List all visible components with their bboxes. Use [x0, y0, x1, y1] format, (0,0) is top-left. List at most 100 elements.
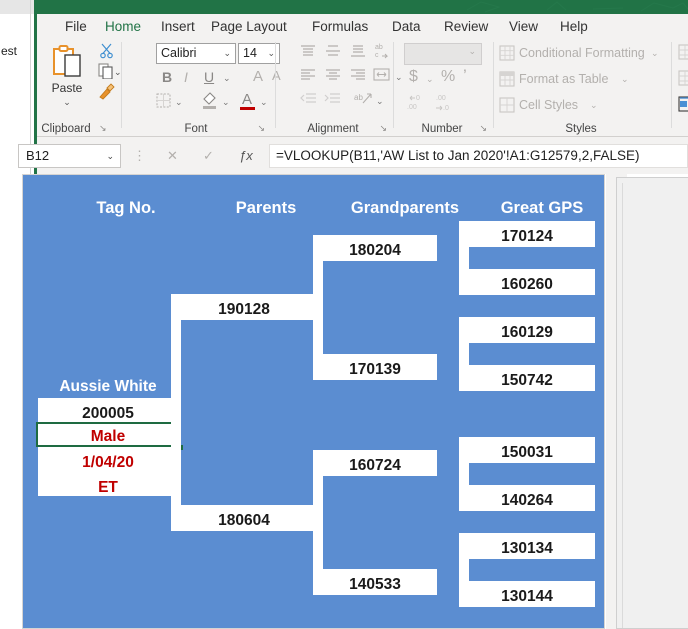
comma-button[interactable]: ’ [463, 66, 467, 85]
align-center-icon[interactable] [325, 68, 341, 82]
shrink-font-button[interactable]: A [272, 68, 281, 83]
insert-cells-icon[interactable] [678, 44, 688, 60]
grandparent-3-box[interactable] [313, 450, 437, 476]
merge-caret-icon[interactable]: ⌄ [395, 72, 403, 82]
conditional-formatting-label[interactable]: Conditional Formatting [519, 46, 645, 60]
great-grandparent-2-tag[interactable]: 160260 [501, 276, 553, 293]
great-grandparent-4-box[interactable] [459, 365, 595, 391]
tab-file[interactable]: File [65, 19, 87, 34]
grandparent-4-tag[interactable]: 140533 [349, 576, 401, 593]
subject-tag[interactable]: 200005 [82, 405, 134, 422]
great-grandparent-3-tag[interactable]: 160129 [501, 324, 553, 341]
borders-icon[interactable] [156, 93, 171, 108]
great-grandparent-7-box[interactable] [459, 533, 595, 559]
grow-font-button[interactable]: A [253, 68, 264, 85]
subject-sex[interactable]: Male [90, 428, 126, 445]
cell-styles-caret-icon[interactable]: ⌄ [590, 100, 598, 110]
decrease-indent-icon[interactable] [300, 92, 317, 106]
great-grandparent-6-box[interactable] [459, 485, 595, 511]
alignment-dialog-launcher[interactable]: ↘ [379, 123, 387, 133]
underline-caret-icon[interactable]: ⌄ [223, 73, 231, 83]
tab-data[interactable]: Data [392, 19, 421, 34]
great-grandparent-3-box[interactable] [459, 317, 595, 343]
align-right-icon[interactable] [350, 68, 366, 82]
number-format-caret-icon[interactable]: ⌄ [468, 46, 476, 56]
merge-and-center-icon[interactable] [373, 67, 390, 82]
grandparent-1-box[interactable] [313, 235, 437, 261]
great-grandparent-4-tag[interactable]: 150742 [501, 372, 553, 389]
wrap-text-icon[interactable]: ab [353, 90, 373, 108]
scissors-icon[interactable] [99, 43, 115, 59]
italic-button[interactable]: I [184, 69, 188, 85]
percent-button[interactable]: % [441, 68, 456, 85]
great-grandparent-8-box[interactable] [459, 581, 595, 607]
great-grandparent-7-tag[interactable]: 130134 [501, 540, 553, 557]
insert-function-icon[interactable]: ƒx [239, 148, 253, 163]
tab-review[interactable]: Review [444, 19, 489, 34]
subject-method-block[interactable] [38, 469, 178, 496]
font-dialog-launcher[interactable]: ↘ [257, 123, 265, 133]
clipboard-dialog-launcher[interactable]: ↘ [99, 123, 107, 133]
subject-date[interactable]: 1/04/20 [82, 454, 134, 471]
grandparent-3-tag[interactable]: 160724 [349, 457, 401, 474]
align-left-icon[interactable] [300, 68, 316, 82]
great-grandparent-1-tag[interactable]: 170124 [501, 228, 553, 245]
format-painter-icon[interactable] [98, 83, 115, 100]
font-color-caret-icon[interactable]: ⌄ [260, 97, 268, 107]
currency-caret-icon[interactable]: ⌄ [426, 74, 434, 84]
parent-1-tag[interactable]: 190128 [218, 301, 270, 318]
great-grandparent-5-box[interactable] [459, 437, 595, 463]
tab-view[interactable]: View [509, 19, 539, 34]
underline-button[interactable]: U [204, 69, 215, 85]
formula-input[interactable]: =VLOOKUP(B11,'AW List to Jan 2020'!A1:G1… [269, 144, 688, 168]
formula-bar-menu-icon[interactable]: ⋮ [133, 148, 146, 163]
font-size-caret-icon[interactable]: ⌄ [267, 48, 275, 58]
delete-cells-icon[interactable] [678, 70, 688, 86]
align-bottom-icon[interactable] [350, 44, 366, 58]
great-grandparent-2-box[interactable] [459, 269, 595, 295]
format-as-table-icon[interactable] [499, 71, 515, 87]
orientation-icon[interactable]: ab c [374, 42, 392, 59]
tab-page-layout[interactable]: Page Layout [211, 19, 287, 34]
align-middle-icon[interactable] [325, 44, 341, 58]
great-grandparent-1-box[interactable] [459, 221, 595, 247]
name-box-caret-icon[interactable]: ⌄ [106, 151, 114, 161]
paste-caret-icon[interactable]: ⌄ [63, 97, 71, 107]
tab-insert[interactable]: Insert [161, 19, 195, 34]
currency-button[interactable]: $ [409, 68, 418, 85]
parent-1-box[interactable] [171, 294, 317, 320]
tab-help[interactable]: Help [560, 19, 588, 34]
format-as-table-label[interactable]: Format as Table [519, 72, 609, 86]
tab-home[interactable]: Home [99, 17, 147, 39]
decrease-decimal-icon[interactable]: 0 .00 [406, 93, 432, 111]
font-name-input[interactable]: Calibri ⌄ [156, 43, 236, 64]
increase-decimal-icon[interactable]: .00 .0 [435, 93, 461, 111]
grandparent-2-box[interactable] [313, 354, 437, 380]
font-name-caret-icon[interactable]: ⌄ [223, 48, 231, 58]
grandparent-1-tag[interactable]: 180204 [349, 242, 401, 259]
bold-button[interactable]: B [162, 69, 173, 85]
great-grandparent-5-tag[interactable]: 150031 [501, 444, 553, 461]
wrap-text-caret-icon[interactable]: ⌄ [376, 96, 384, 106]
conditional-formatting-caret-icon[interactable]: ⌄ [651, 48, 659, 58]
font-color-button[interactable]: A [242, 91, 253, 108]
format-cells-icon[interactable] [678, 96, 688, 112]
font-size-input[interactable]: 14 ⌄ [238, 43, 280, 64]
cancel-formula-icon[interactable]: ✕ [167, 148, 178, 163]
number-format-select[interactable]: ⌄ [404, 43, 482, 65]
parent-2-tag[interactable]: 180604 [218, 512, 270, 529]
align-top-icon[interactable] [300, 44, 316, 58]
cell-styles-icon[interactable] [499, 97, 515, 113]
parent-2-box[interactable] [171, 505, 317, 531]
tab-formulas[interactable]: Formulas [312, 19, 369, 34]
subject-method[interactable]: ET [98, 479, 118, 496]
great-grandparent-8-tag[interactable]: 130144 [501, 588, 553, 605]
format-as-table-caret-icon[interactable]: ⌄ [621, 74, 629, 84]
copy-caret-icon[interactable]: ⌄ [114, 67, 122, 77]
grandparent-2-tag[interactable]: 170139 [349, 361, 401, 378]
cell-styles-label[interactable]: Cell Styles [519, 98, 579, 112]
paste-icon[interactable] [53, 45, 81, 77]
paste-label[interactable]: Paste [51, 81, 83, 95]
grandparent-4-box[interactable] [313, 569, 437, 595]
increase-indent-icon[interactable] [324, 92, 341, 106]
